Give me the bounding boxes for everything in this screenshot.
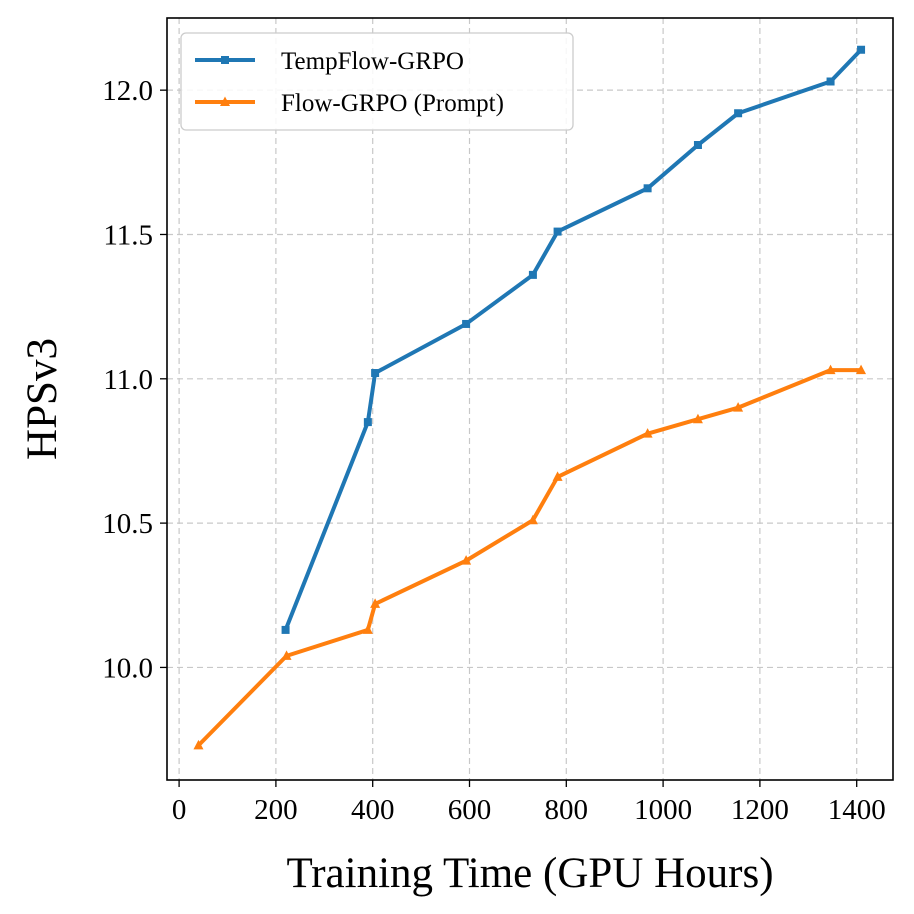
data-point [527,514,538,525]
x-tick-label: 1200 [731,794,789,826]
x-axis-title: Training Time (GPU Hours) [286,850,773,897]
legend-label: TempFlow-GRPO [281,48,464,75]
data-point [462,319,471,328]
data-point [857,45,866,54]
series-0 [281,45,866,634]
plot-frame [166,17,894,781]
data-point [856,364,867,375]
legend-entry: Flow-GRPO (Prompt) [195,90,504,117]
series-line [283,47,864,632]
data-point [461,555,472,565]
axis-ticks: 0 200 400 600 800 1000 1200 1400 10.0 10.5 11.0 11.… [102,75,885,826]
x-tick-label: 1400 [828,794,886,826]
x-tick-label: 600 [448,794,492,826]
data-point [553,227,562,236]
data-point [528,270,537,279]
x-tick-label: 200 [254,794,298,826]
y-tick-label: 11.5 [103,219,153,251]
legend: TempFlow-GRPO Flow-GRPO (Prompt) [180,32,574,131]
data-point [642,428,653,438]
y-tick-label: 10.5 [102,508,153,540]
x-tick-label: 0 [172,794,187,826]
data-point [552,471,563,481]
series-line [196,368,864,748]
legend-swatch-marker [221,56,229,64]
data-point [370,598,381,608]
data-point [826,77,835,86]
legend-label: Flow-GRPO (Prompt) [281,90,504,117]
data-point [193,739,204,750]
y-tick-label: 11.0 [103,364,153,396]
legend-box [180,32,574,131]
legend-swatch-marker [220,96,230,106]
legend-entries: TempFlow-GRPO Flow-GRPO (Prompt) [195,48,504,117]
y-tick-label: 10.0 [102,652,153,684]
data-point [734,109,743,118]
y-tick-label: 12.0 [102,75,153,107]
data-point [371,369,380,378]
x-tick-label: 800 [545,794,589,826]
data-point [281,650,292,660]
data-point [281,625,290,634]
data-point [362,624,373,634]
data-point [733,402,744,412]
y-axis-title: HPSv3 [19,338,66,460]
data-point [693,141,702,149]
legend-entry: TempFlow-GRPO [195,48,464,75]
data-point [643,184,652,193]
data-point [363,418,372,427]
series-layer [193,45,867,750]
series-1 [193,364,867,750]
data-point [692,413,703,424]
x-tick-label: 400 [351,794,395,826]
data-point [825,364,836,375]
x-tick-label: 1000 [634,794,692,826]
